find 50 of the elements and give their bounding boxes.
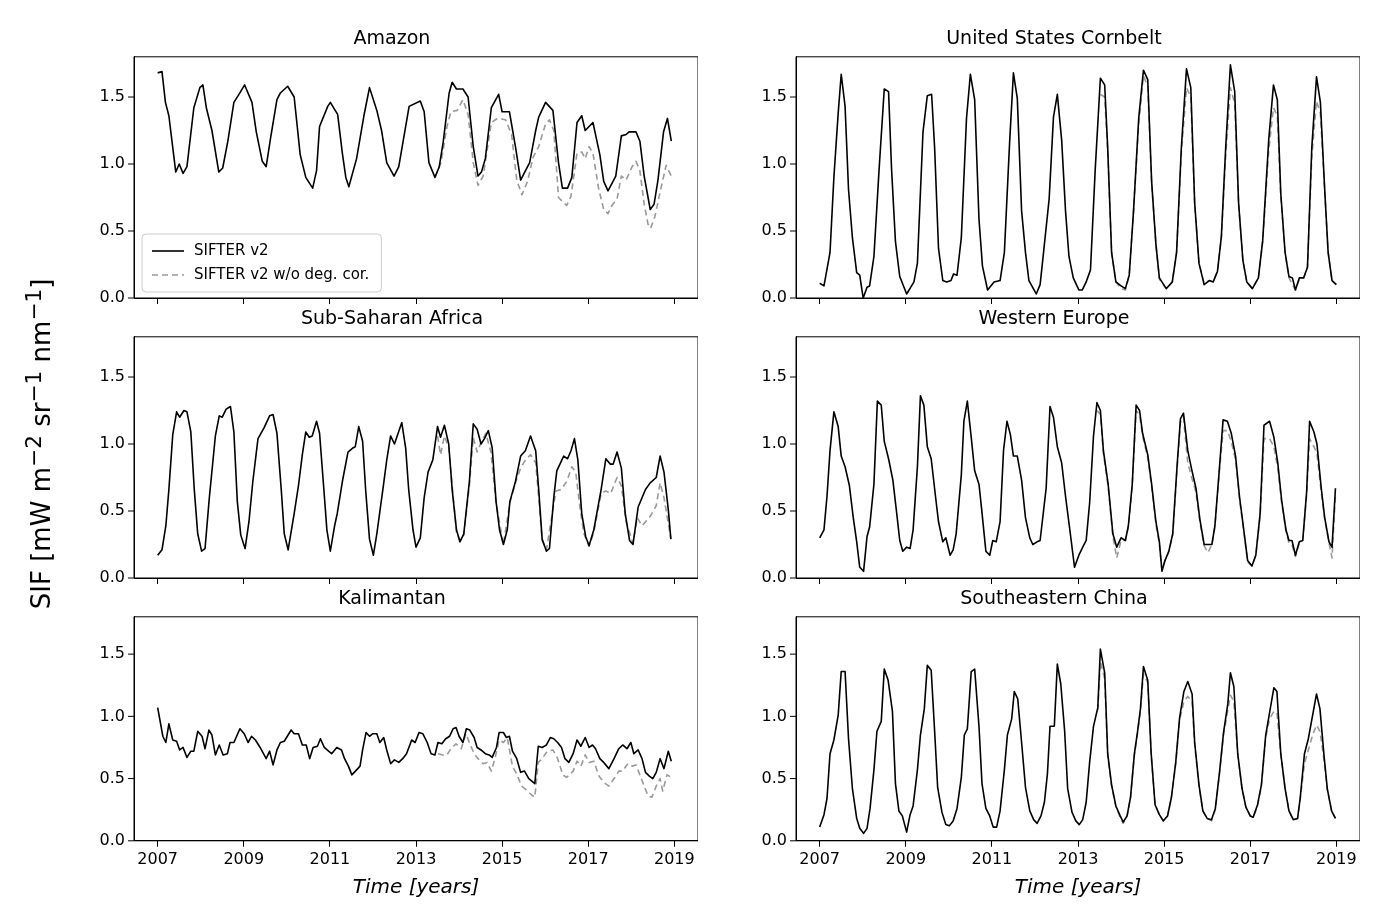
y-tick-label: 0.5 [99, 220, 125, 240]
y-tick-label: 0.5 [761, 767, 787, 787]
x-tick-label: 2011 [971, 848, 1013, 868]
y-tick-label: 1.5 [99, 86, 125, 106]
y-tick-label: 1.0 [761, 705, 787, 725]
legend-label: SIFTER v2 [194, 240, 269, 259]
x-tick-label: 2017 [1229, 848, 1271, 868]
chart-title: Sub-Saharan Africa [300, 306, 484, 329]
y-tick-label: 1.0 [99, 433, 125, 453]
y-tick-label: 0.5 [761, 500, 787, 520]
x-axis-title: Time [years] [1014, 874, 1142, 899]
y-tick-label: 1.5 [99, 643, 125, 663]
x-tick-label: 2009 [885, 848, 927, 868]
chart-title: Amazon [353, 26, 431, 49]
y-tick-label: 0.0 [99, 287, 125, 307]
x-tick-label: 2011 [309, 848, 351, 868]
x-tick-label: 2015 [481, 848, 523, 868]
x-tick-label: 2007 [799, 848, 841, 868]
y-tick-label: 0.0 [99, 829, 125, 849]
y-tick-label: 1.5 [761, 366, 787, 386]
y-tick-label: 0.5 [99, 500, 125, 520]
x-tick-label: 2017 [567, 848, 609, 868]
chart-title: Kalimantan [338, 586, 446, 609]
x-tick-label: 2009 [223, 848, 265, 868]
y-tick-label: 1.0 [761, 153, 787, 173]
chart-title: Southeastern China [960, 586, 1148, 609]
y-tick-label: 1.0 [99, 705, 125, 725]
chart-title: Western Europe [978, 306, 1130, 329]
y-tick-label: 0.0 [761, 829, 787, 849]
y-tick-label: 1.5 [99, 366, 125, 386]
y-tick-label: 0.0 [761, 287, 787, 307]
x-tick-label: 2019 [1315, 848, 1357, 868]
x-axis-title: Time [years] [352, 874, 480, 899]
line-series [436, 432, 672, 551]
y-tick-label: 0.5 [761, 220, 787, 240]
line-series [437, 732, 673, 799]
x-tick-label: 2013 [395, 848, 437, 868]
y-tick-label: 0.0 [761, 567, 787, 587]
y-tick-label: 1.5 [761, 643, 787, 663]
y-tick-label: 1.0 [761, 433, 787, 453]
x-tick-label: 2015 [1143, 848, 1185, 868]
x-tick-label: 2019 [653, 848, 695, 868]
y-tick-label: 1.0 [99, 153, 125, 173]
legend-label: SIFTER v2 w/o deg. cor. [194, 264, 370, 283]
y-tick-label: 1.5 [761, 86, 787, 106]
x-tick-label: 2007 [137, 848, 179, 868]
y-tick-label: 0.5 [99, 767, 125, 787]
y-tick-label: 0.0 [99, 567, 125, 587]
chart-title: United States Cornbelt [946, 26, 1162, 49]
x-tick-label: 2013 [1057, 848, 1099, 868]
